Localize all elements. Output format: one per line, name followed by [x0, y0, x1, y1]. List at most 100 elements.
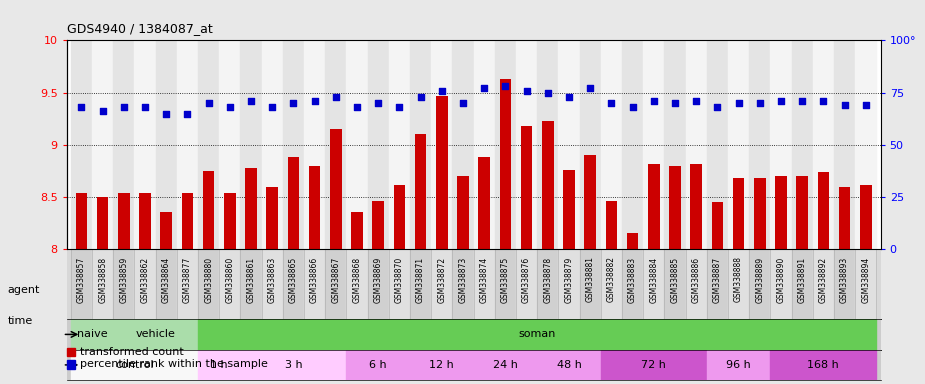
- Bar: [537, 350, 601, 380]
- Bar: [92, 250, 113, 319]
- Bar: [393, 185, 405, 250]
- Text: 168 h: 168 h: [808, 360, 839, 370]
- Text: GSM338890: GSM338890: [776, 257, 785, 303]
- Text: GSM338892: GSM338892: [819, 257, 828, 303]
- Point: [604, 100, 619, 106]
- Text: GSM338874: GSM338874: [480, 257, 488, 303]
- Bar: [728, 40, 749, 250]
- Bar: [627, 233, 638, 250]
- Text: GSM338864: GSM338864: [162, 257, 171, 303]
- Bar: [388, 40, 410, 250]
- Bar: [690, 164, 702, 250]
- Point: [286, 100, 301, 106]
- Bar: [563, 170, 574, 250]
- Bar: [367, 250, 388, 319]
- Text: GSM338879: GSM338879: [564, 257, 574, 303]
- Text: 1 h: 1 h: [210, 360, 228, 370]
- Bar: [330, 129, 341, 250]
- Bar: [839, 187, 850, 250]
- Text: GSM338866: GSM338866: [310, 257, 319, 303]
- Bar: [775, 176, 787, 250]
- Point: [95, 108, 110, 114]
- Bar: [266, 187, 278, 250]
- Text: 3 h: 3 h: [285, 360, 302, 370]
- Point: [435, 88, 450, 94]
- Bar: [685, 40, 707, 250]
- Bar: [198, 350, 240, 380]
- Point: [540, 89, 555, 96]
- Bar: [155, 250, 177, 319]
- Bar: [818, 172, 829, 250]
- Text: GSM338891: GSM338891: [797, 257, 807, 303]
- Bar: [113, 40, 134, 250]
- Text: vehicle: vehicle: [136, 329, 176, 339]
- Text: percentile rank within the sample: percentile rank within the sample: [80, 359, 268, 369]
- Text: GSM338859: GSM338859: [119, 257, 129, 303]
- Bar: [606, 201, 617, 250]
- Bar: [431, 40, 452, 250]
- Point: [243, 98, 258, 104]
- Bar: [76, 193, 87, 250]
- Bar: [262, 40, 283, 250]
- Bar: [728, 250, 749, 319]
- Text: GSM338867: GSM338867: [331, 257, 340, 303]
- Bar: [648, 164, 660, 250]
- Bar: [431, 250, 452, 319]
- Bar: [749, 40, 771, 250]
- Point: [647, 98, 661, 104]
- Point: [328, 94, 343, 100]
- Bar: [198, 319, 876, 350]
- Bar: [855, 40, 876, 250]
- Text: time: time: [7, 316, 32, 326]
- Bar: [71, 40, 92, 250]
- Bar: [304, 250, 326, 319]
- Bar: [309, 166, 320, 250]
- Point: [498, 83, 512, 89]
- Text: GDS4940 / 1384087_at: GDS4940 / 1384087_at: [67, 22, 213, 35]
- Bar: [113, 319, 198, 350]
- Text: control: control: [115, 360, 154, 370]
- Bar: [600, 40, 622, 250]
- Text: GSM338877: GSM338877: [183, 257, 191, 303]
- Bar: [346, 350, 410, 380]
- Bar: [516, 250, 537, 319]
- Bar: [155, 40, 177, 250]
- Bar: [452, 250, 474, 319]
- Bar: [436, 96, 448, 250]
- Bar: [219, 40, 240, 250]
- Text: GSM338863: GSM338863: [267, 257, 277, 303]
- Bar: [664, 250, 685, 319]
- Bar: [643, 250, 664, 319]
- Bar: [326, 250, 346, 319]
- Bar: [457, 176, 469, 250]
- Bar: [71, 350, 198, 380]
- Bar: [71, 319, 113, 350]
- Point: [773, 98, 788, 104]
- Bar: [771, 350, 876, 380]
- Text: GSM338876: GSM338876: [522, 257, 531, 303]
- Point: [74, 104, 89, 110]
- Text: GSM338871: GSM338871: [416, 257, 426, 303]
- Bar: [203, 171, 215, 250]
- Bar: [240, 350, 346, 380]
- Bar: [600, 350, 707, 380]
- Text: GSM338883: GSM338883: [628, 257, 637, 303]
- Point: [180, 111, 195, 117]
- Text: GSM338880: GSM338880: [204, 257, 213, 303]
- Bar: [622, 40, 643, 250]
- Bar: [711, 202, 723, 250]
- Text: GSM338882: GSM338882: [607, 257, 616, 303]
- Bar: [326, 40, 346, 250]
- Bar: [521, 126, 533, 250]
- Bar: [304, 40, 326, 250]
- Text: 24 h: 24 h: [493, 360, 518, 370]
- Bar: [813, 250, 834, 319]
- Bar: [796, 176, 808, 250]
- Point: [795, 98, 809, 104]
- Point: [350, 104, 364, 110]
- Bar: [834, 250, 855, 319]
- Bar: [283, 40, 304, 250]
- Point: [752, 100, 767, 106]
- Point: [413, 94, 428, 100]
- Bar: [622, 250, 643, 319]
